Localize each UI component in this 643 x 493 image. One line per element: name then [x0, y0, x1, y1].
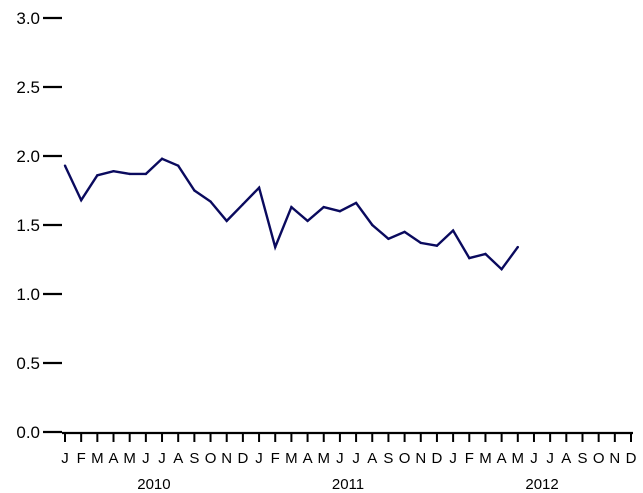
y-tick-label: 0.5 — [16, 354, 40, 373]
y-tick-label: 0.0 — [16, 423, 40, 442]
y-axis: 0.0 0.5 1.0 1.5 2.0 2.5 3.0 — [16, 9, 62, 442]
month-label: M — [285, 450, 298, 467]
data-point — [112, 169, 115, 173]
month-label: S — [383, 450, 393, 467]
month-label: O — [205, 450, 217, 467]
month-label: J — [352, 450, 360, 467]
month-label: A — [173, 450, 183, 467]
data-point — [403, 230, 406, 234]
month-label: D — [432, 450, 443, 467]
month-label: J — [530, 450, 538, 467]
y-tick-label: 1.0 — [16, 285, 40, 304]
month-label: J — [449, 450, 457, 467]
data-point — [468, 256, 471, 260]
data-point — [338, 210, 342, 213]
month-label: F — [465, 450, 474, 467]
month-label: O — [593, 450, 605, 467]
month-label: M — [123, 450, 136, 467]
data-point — [484, 252, 487, 256]
y-tick-label: 1.5 — [16, 216, 40, 235]
month-label: J — [255, 450, 263, 467]
y-tick-label: 2.0 — [16, 147, 40, 166]
month-label: N — [415, 450, 426, 467]
data-point — [144, 172, 148, 176]
data-point — [63, 164, 67, 167]
year-label: 2012 — [525, 476, 558, 493]
month-label: A — [303, 450, 313, 467]
month-label: J — [336, 450, 344, 467]
data-point — [290, 205, 293, 209]
data-point — [257, 186, 261, 189]
data-point — [322, 205, 325, 209]
data-point — [306, 219, 309, 223]
data-point — [79, 198, 83, 202]
month-label: S — [577, 450, 587, 467]
year-label: 2011 — [332, 476, 364, 493]
month-label: M — [512, 450, 525, 467]
month-label: J — [61, 450, 69, 467]
data-point — [225, 219, 228, 223]
month-label: O — [399, 450, 411, 467]
year-label: 2010 — [137, 476, 170, 493]
series-layer — [63, 157, 519, 272]
data-point — [451, 229, 455, 232]
month-label: F — [77, 450, 86, 467]
month-label: J — [142, 450, 150, 467]
data-point — [500, 267, 503, 271]
month-label: D — [626, 450, 637, 467]
data-point — [128, 172, 131, 176]
data-point — [516, 245, 519, 249]
data-point — [274, 245, 277, 249]
month-label: M — [479, 450, 492, 467]
month-label: N — [609, 450, 620, 467]
data-point — [419, 241, 422, 245]
data-point — [241, 203, 245, 206]
data-point — [209, 200, 212, 203]
month-label: S — [189, 450, 199, 467]
data-point — [371, 223, 374, 227]
month-label: J — [546, 450, 554, 467]
y-tick-label: 3.0 — [16, 9, 40, 28]
month-label: A — [367, 450, 377, 467]
data-point — [160, 157, 164, 160]
month-label: M — [317, 450, 330, 467]
month-label: M — [91, 450, 104, 467]
data-point — [435, 244, 439, 247]
month-label: A — [497, 450, 507, 467]
month-label: J — [158, 450, 166, 467]
data-point — [354, 201, 358, 205]
month-label: A — [561, 450, 571, 467]
series-line — [63, 157, 519, 272]
month-label: F — [271, 450, 280, 467]
data-point — [193, 189, 196, 192]
month-label: N — [221, 450, 232, 467]
month-label: A — [109, 450, 119, 467]
data-point — [177, 164, 180, 167]
data-point — [96, 174, 99, 177]
x-axis: J F M A M J J A S O N D J F M A M J J A S O N D J F M A M J J A S O N D2010… — [61, 431, 637, 493]
y-tick-label: 2.5 — [16, 78, 40, 97]
data-point — [387, 237, 390, 240]
month-label: D — [237, 450, 248, 467]
